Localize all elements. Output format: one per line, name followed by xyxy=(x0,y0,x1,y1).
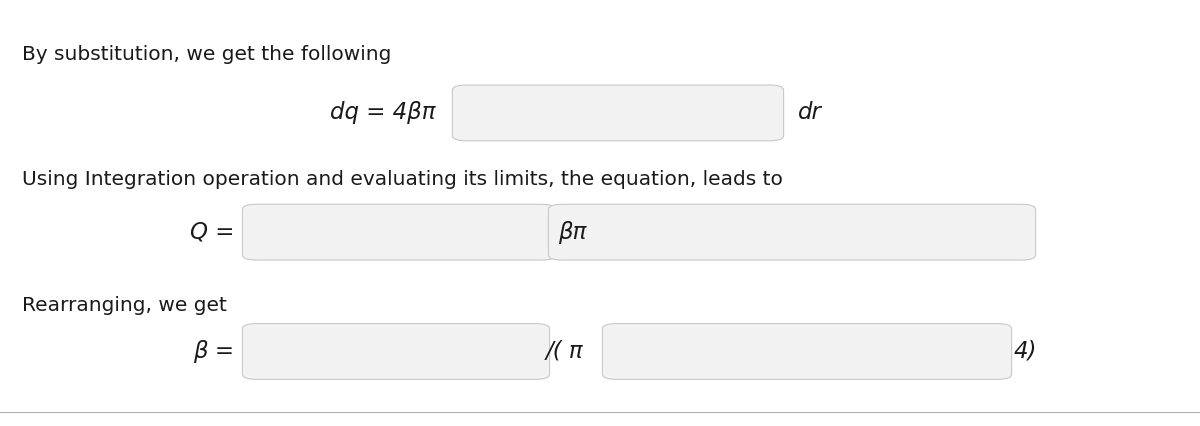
Text: dr: dr xyxy=(798,101,822,124)
FancyBboxPatch shape xyxy=(242,204,556,260)
Text: /( π: /( π xyxy=(546,340,583,363)
Text: β =: β = xyxy=(193,340,234,363)
Text: By substitution, we get the following: By substitution, we get the following xyxy=(22,45,391,64)
FancyBboxPatch shape xyxy=(452,85,784,141)
Text: 4): 4) xyxy=(1014,340,1037,363)
Text: Using Integration operation and evaluating its limits, the equation, leads to: Using Integration operation and evaluati… xyxy=(22,170,782,190)
FancyBboxPatch shape xyxy=(242,324,550,380)
FancyBboxPatch shape xyxy=(602,324,1012,380)
Text: Rearranging, we get: Rearranging, we get xyxy=(22,296,227,315)
Text: dq = 4βπ: dq = 4βπ xyxy=(330,101,436,124)
FancyBboxPatch shape xyxy=(548,204,1036,260)
Text: βπ: βπ xyxy=(558,221,587,244)
Text: Q =: Q = xyxy=(190,221,234,244)
